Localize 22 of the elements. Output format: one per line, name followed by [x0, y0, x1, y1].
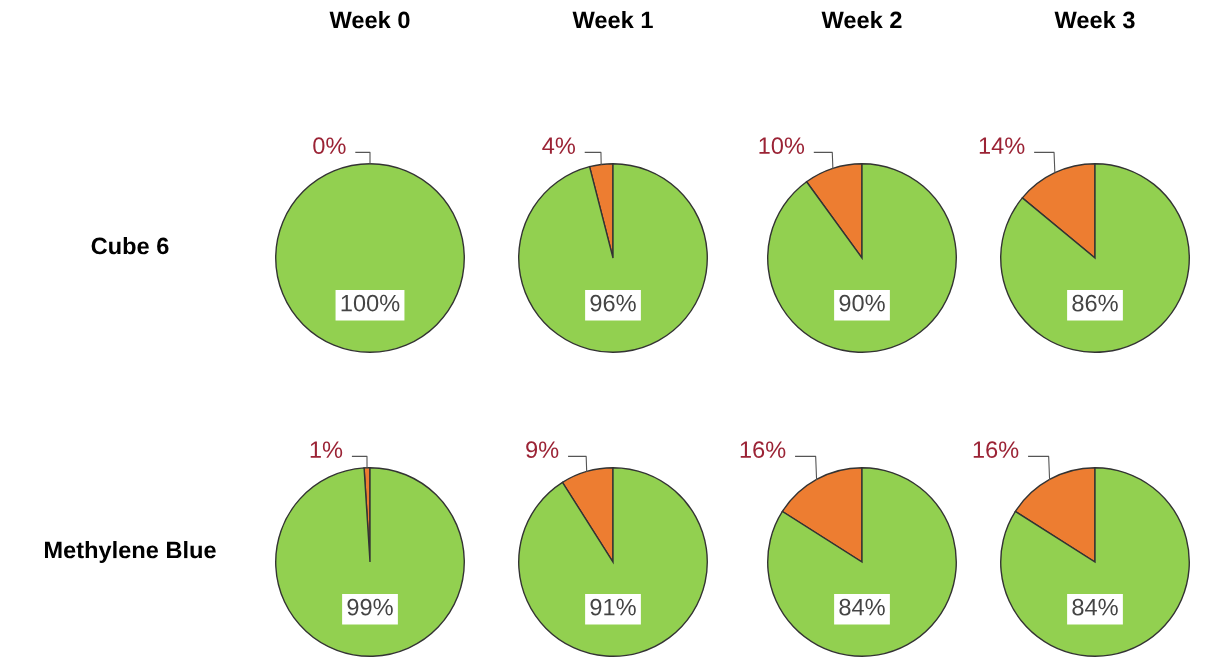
data-label: 14% [979, 137, 1025, 154]
data-label: 9% [526, 441, 559, 459]
data-label: 10% [759, 137, 805, 155]
data-label: 84% [839, 598, 885, 616]
data-label: 96% [590, 294, 636, 312]
data-label: 84% [1072, 598, 1118, 616]
chart-title: Week 3 [1054, 11, 1135, 29]
data-label: 99% [347, 598, 393, 616]
text: Cube 6 [91, 237, 169, 255]
data-label: 91% [590, 598, 636, 616]
data-label: 16% [740, 441, 786, 459]
chart-title: Week 1 [572, 11, 653, 29]
data-label: 16% [973, 441, 1019, 459]
text: Methylene Blue [44, 540, 216, 564]
data-label: 86% [1072, 294, 1118, 312]
data-label: 100% [341, 294, 400, 312]
text: 0% [313, 137, 346, 155]
chart-title: Week 0 [329, 11, 410, 29]
data-label: 4% [542, 137, 575, 154]
data-label: 1% [310, 441, 343, 458]
chart-title: Week 2 [821, 11, 902, 29]
data-label: 90% [839, 294, 885, 312]
